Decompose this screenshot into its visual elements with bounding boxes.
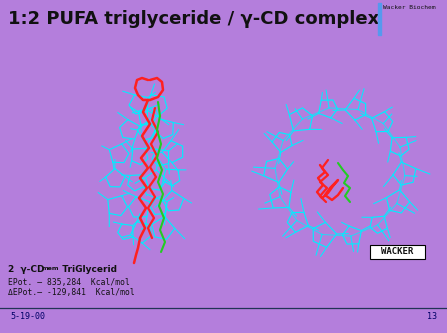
Text: mem: mem (42, 266, 59, 271)
Text: 2  γ-CD: 2 γ-CD (8, 265, 45, 274)
Text: 13: 13 (427, 312, 437, 321)
Text: EPot. – 835,284  Kcal/mol: EPot. – 835,284 Kcal/mol (8, 278, 130, 287)
Text: ΔEPot.– -129,841  Kcal/mol: ΔEPot.– -129,841 Kcal/mol (8, 288, 135, 297)
Bar (370, 245, 425, 259)
Bar (378, 3, 381, 35)
Text: 5-19-00: 5-19-00 (10, 312, 45, 321)
Text: Wacker Biochem: Wacker Biochem (383, 5, 435, 10)
Text: 1:2 PUFA triglyceride / γ-CD complex: 1:2 PUFA triglyceride / γ-CD complex (8, 10, 379, 28)
Text: WACKER: WACKER (381, 247, 413, 256)
Text: TriGlycerid: TriGlycerid (56, 265, 117, 274)
